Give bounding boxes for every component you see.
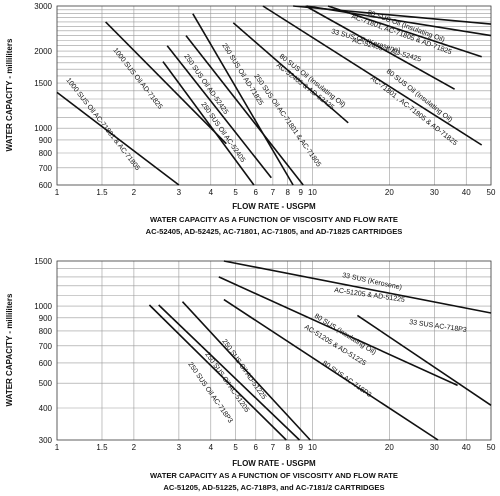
x-tick-label: 6 [254, 188, 259, 197]
chart-1-series-label: 1000 SUS Oil AC-71801 & AC-71805 [64, 77, 140, 172]
y-tick-label: 500 [39, 379, 53, 388]
y-tick-label: 2000 [34, 47, 52, 56]
x-tick-label: 4 [209, 188, 214, 197]
series-line [223, 260, 492, 314]
chart-2-frame [56, 260, 492, 441]
y-tick-label: 700 [39, 342, 53, 351]
x-tick-label: 7 [271, 188, 276, 197]
y-tick-label: 3000 [34, 2, 52, 11]
x-tick-label: 30 [430, 443, 439, 452]
y-tick-label: 700 [39, 164, 53, 173]
x-tick-label: 2 [132, 443, 137, 452]
series-line [218, 276, 458, 387]
chart-2-x-axis-label: FLOW RATE - USGPM [232, 459, 316, 468]
chart-2-caption-subtitle: AC-51205, AD-51225, AC-718P3, and AC-718… [163, 483, 384, 492]
x-tick-label: 1 [55, 188, 60, 197]
y-tick-label: 800 [39, 327, 53, 336]
x-tick-label: 9 [299, 188, 304, 197]
x-tick-label: 1.5 [96, 188, 108, 197]
x-tick-label: 5 [233, 188, 238, 197]
series-line [293, 5, 492, 25]
chart-1-y-ticks: 600 700 800 900 1000 1500 2000 3000 [34, 2, 52, 190]
chart-1-caption-title: WATER CAPACITY AS A FUNCTION OF VISCOSIT… [150, 215, 398, 224]
y-tick-label: 400 [39, 404, 53, 413]
y-tick-label: 1500 [34, 79, 52, 88]
x-tick-label: 50 [487, 443, 496, 452]
series-line [356, 314, 492, 406]
chart-2-series-label: 250 SUS Oil AC-51205 [203, 351, 250, 414]
x-tick-label: 9 [299, 443, 304, 452]
chart-1-frame [56, 5, 492, 186]
series-line [105, 21, 227, 145]
y-tick-label: 300 [39, 436, 53, 445]
chart-2-y-axis-label: WATER CAPACITY - milliliters [5, 293, 14, 406]
x-tick-label: 3 [177, 188, 182, 197]
x-tick-label: 20 [385, 443, 394, 452]
x-tick-label: 2 [132, 188, 137, 197]
series-line [185, 35, 304, 186]
series-line [327, 5, 482, 58]
x-tick-label: 50 [487, 188, 496, 197]
x-tick-label: 1.5 [96, 443, 108, 452]
series-line [232, 22, 349, 124]
y-tick-label: 1000 [34, 124, 52, 133]
chart-1-x-axis-label: FLOW RATE - USGPM [232, 202, 316, 211]
x-tick-label: 30 [430, 188, 439, 197]
x-tick-label: 20 [385, 188, 394, 197]
chart-2-grid [56, 260, 492, 441]
series-line [56, 91, 180, 186]
series-line [181, 301, 311, 441]
chart-1-y-axis-label: WATER CAPACITY - milliliters [5, 38, 14, 151]
x-tick-label: 4 [209, 443, 214, 452]
y-tick-label: 800 [39, 149, 53, 158]
series-line [223, 298, 439, 441]
y-tick-label: 1500 [34, 257, 52, 266]
x-tick-label: 10 [308, 188, 317, 197]
x-tick-label: 8 [285, 443, 290, 452]
chart-2: 300 400 500 600 700 800 900 1000 1500 1 1.5 2 3 4 5 6 7… [5, 257, 496, 492]
x-tick-label: 3 [177, 443, 182, 452]
series-line [162, 61, 255, 186]
chart-1-x-ticks: 1 1.5 2 3 4 5 6 7 8 9 10 20 30 40 50 [55, 188, 496, 197]
series-line [192, 13, 294, 186]
chart-1-caption-subtitle: AC-52405, AD-52425, AC-71801, AC-71805, … [146, 227, 403, 236]
x-tick-label: 1 [55, 443, 60, 452]
series-line [262, 5, 483, 146]
chart-2-x-ticks: 1 1.5 2 3 4 5 6 7 8 9 10 20 30 40 50 [55, 443, 496, 452]
y-tick-label: 900 [39, 314, 53, 323]
chart-1-series-group [56, 5, 492, 186]
y-tick-label: 900 [39, 136, 53, 145]
x-tick-label: 7 [271, 443, 276, 452]
chart-2-series-group [148, 260, 492, 441]
y-tick-label: 600 [39, 359, 53, 368]
chart-2-series-label: 250 SUS Oil AD-51225 [220, 338, 267, 401]
chart-2-y-ticks: 300 400 500 600 700 800 900 1000 1500 [34, 257, 52, 445]
x-tick-label: 5 [233, 443, 238, 452]
series-line [305, 5, 455, 90]
x-tick-label: 6 [254, 443, 259, 452]
chart-2-series-label: 80 SUS AC-718P3 [321, 360, 373, 399]
series-line [158, 304, 301, 441]
series-line [306, 5, 492, 37]
x-tick-label: 8 [285, 188, 290, 197]
series-line [148, 304, 287, 441]
y-tick-label: 1000 [34, 302, 52, 311]
chart-2-series-label: 33 SUS AC-718P3 [409, 319, 467, 334]
y-tick-label: 600 [39, 181, 53, 190]
chart-2-caption-title: WATER CAPACITY AS A FUNCTION OF VISCOSIT… [150, 471, 398, 480]
x-tick-label: 40 [462, 188, 471, 197]
x-tick-label: 40 [462, 443, 471, 452]
series-line [166, 45, 272, 179]
x-tick-label: 10 [308, 443, 317, 452]
chart-1-series-label: 80 SUS Oil (Insulating Oil) [278, 53, 347, 109]
